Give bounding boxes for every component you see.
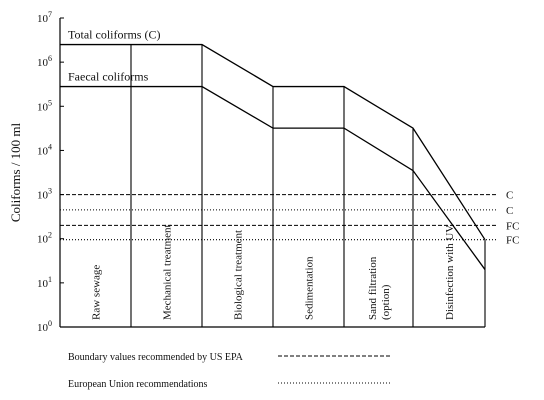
y-tick-label: 101 xyxy=(37,275,52,290)
y-tick-exponent: 6 xyxy=(48,54,52,63)
stage-label: Biological treatment xyxy=(233,230,245,320)
y-tick-label: 102 xyxy=(37,231,52,246)
y-tick-label: 104 xyxy=(37,142,52,157)
y-tick-exponent: 7 xyxy=(48,10,52,19)
reference-line-label: FC xyxy=(506,220,519,232)
labels: CC FC FC Total coliforms (C) Faecal coliform… xyxy=(68,28,519,320)
y-tick-label: 106 xyxy=(37,54,52,69)
y-tick-label: 105 xyxy=(37,98,52,113)
stage-label: Mechanical treatment xyxy=(162,224,174,320)
y-tick-exponent: 1 xyxy=(48,275,52,284)
series-line xyxy=(60,85,486,270)
reference-line-label: C xyxy=(506,205,513,217)
stage-label: Sedimentation xyxy=(304,256,316,320)
reference-line-label: FC xyxy=(506,235,519,247)
y-tick-exponent: 0 xyxy=(48,319,52,328)
y-axis-title: Coliforms / 100 ml xyxy=(8,122,23,222)
stage-label: Disinfection with UV xyxy=(444,225,456,320)
stage-label: Raw sewage xyxy=(91,265,103,320)
stage-divider-lines xyxy=(60,44,486,328)
legend-label: Boundary values recommended by US EPA xyxy=(68,352,244,363)
y-tick-exponent: 3 xyxy=(48,187,52,196)
series-line xyxy=(60,43,486,241)
stage-label: Sand filtration xyxy=(367,256,379,320)
reference-lines xyxy=(60,194,497,241)
y-tick-exponent: 4 xyxy=(48,142,52,151)
y-tick-exponent: 2 xyxy=(48,231,52,240)
reference-line-label: C xyxy=(506,190,513,202)
y-tick-label: 100 xyxy=(37,319,52,334)
series-lines xyxy=(60,43,486,270)
series-label: Total coliforms (C) xyxy=(68,28,160,42)
y-tick-label: 103 xyxy=(37,187,52,202)
legend-label: European Union recommendations xyxy=(68,379,208,390)
y-tick-label: 107 xyxy=(37,10,52,25)
stage-label: (option) xyxy=(380,284,392,320)
y-tick-exponent: 5 xyxy=(48,98,52,107)
series-label: Faecal coliforms xyxy=(68,70,149,84)
legend: Boundary values recommended by US EPA Eur… xyxy=(68,352,392,390)
